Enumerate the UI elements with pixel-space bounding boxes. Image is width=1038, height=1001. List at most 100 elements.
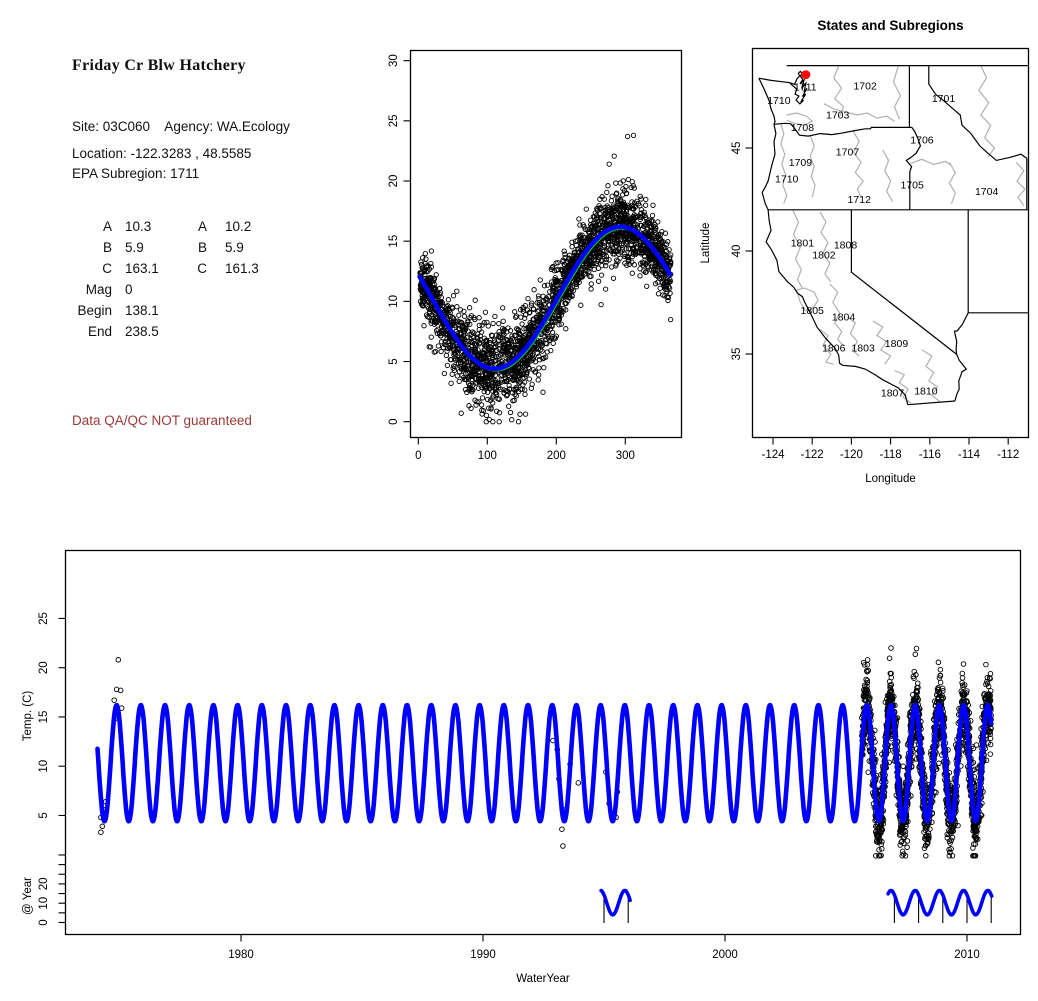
data-point — [470, 371, 477, 377]
temp-tick-label: 20 — [38, 661, 50, 674]
data-point — [515, 373, 521, 379]
state-border — [773, 122, 912, 137]
data-point — [964, 699, 970, 705]
data-point — [660, 274, 666, 280]
data-point — [499, 335, 506, 341]
data-point — [637, 266, 643, 272]
data-point — [961, 690, 968, 697]
data-point — [461, 374, 467, 381]
data-point — [528, 302, 534, 308]
data-point — [461, 313, 468, 319]
stats-label: A — [197, 219, 207, 234]
subregion-boundary — [780, 123, 788, 204]
data-point — [483, 341, 490, 347]
data-point — [450, 318, 456, 324]
subregion-boundary — [894, 369, 912, 404]
data-point — [463, 354, 469, 361]
data-point — [876, 847, 882, 853]
data-point — [629, 270, 635, 276]
data-point — [638, 222, 644, 229]
data-point — [498, 350, 504, 356]
data-point — [609, 193, 615, 199]
data-point — [525, 295, 531, 302]
data-point — [504, 351, 510, 357]
data-point — [554, 278, 560, 284]
x-tick-label: 300 — [616, 450, 635, 462]
data-point — [528, 328, 535, 334]
data-point — [602, 204, 608, 211]
data-point — [473, 365, 479, 371]
data-point — [874, 833, 881, 840]
data-point — [947, 840, 953, 846]
stats-value: 163.1 — [125, 261, 159, 276]
data-point — [539, 307, 545, 314]
data-point — [489, 333, 495, 339]
data-point — [491, 337, 498, 344]
data-point — [468, 347, 475, 353]
data-point — [483, 412, 490, 419]
data-point — [563, 291, 569, 297]
data-point — [622, 260, 628, 266]
data-point — [578, 302, 584, 308]
data-point — [489, 384, 496, 390]
data-point — [637, 193, 643, 200]
data-point — [569, 244, 575, 250]
data-point — [459, 323, 466, 330]
subregion-label: 1707 — [836, 147, 860, 159]
data-point — [521, 375, 527, 381]
stats-value: 10.2 — [225, 219, 252, 234]
data-point — [550, 264, 556, 270]
data-point — [649, 217, 655, 224]
data-point — [904, 844, 910, 851]
at-year-tick-label: 0 — [38, 919, 50, 925]
data-point — [987, 751, 994, 757]
data-point — [971, 766, 978, 773]
stats-label: A — [102, 219, 112, 234]
data-point — [536, 353, 542, 359]
location-line: Location: -122.3283 , 48.5585 — [72, 146, 252, 161]
data-point — [465, 318, 471, 324]
data-point — [596, 203, 602, 209]
subregion-label: 1810 — [914, 386, 938, 398]
data-point — [444, 308, 450, 314]
data-point — [430, 278, 437, 284]
map-title: States and Subregions — [817, 18, 963, 33]
data-point — [888, 670, 894, 677]
data-point — [599, 262, 605, 269]
fit-curve-blue — [417, 224, 673, 371]
data-point — [519, 386, 525, 392]
data-point — [524, 369, 530, 375]
data-point — [421, 267, 427, 274]
data-point — [604, 189, 610, 196]
subregion-boundary — [910, 158, 952, 166]
site-location-dot — [801, 70, 811, 80]
data-point — [484, 396, 491, 403]
data-point — [521, 356, 528, 363]
data-point — [902, 832, 909, 838]
data-point — [422, 250, 428, 257]
data-point — [533, 345, 539, 352]
subregion-boundary — [948, 162, 956, 204]
data-point — [434, 289, 440, 295]
data-point — [631, 262, 637, 268]
data-point — [428, 334, 434, 340]
data-point — [487, 350, 493, 356]
data-point — [517, 360, 523, 366]
data-point — [467, 382, 473, 388]
data-point — [606, 257, 612, 263]
data-point — [629, 199, 635, 205]
data-point — [585, 229, 592, 235]
data-point — [665, 279, 671, 285]
data-point — [583, 206, 589, 212]
longitude-tick-label: -114 — [958, 449, 981, 461]
data-point — [643, 261, 649, 268]
data-point — [984, 680, 991, 687]
data-point — [462, 365, 468, 372]
data-point — [482, 309, 489, 315]
data-point — [440, 344, 447, 351]
data-point — [426, 344, 432, 350]
data-point — [473, 349, 479, 355]
data-point — [496, 419, 502, 425]
temp-axis-title: Temp. (C) — [22, 691, 34, 742]
